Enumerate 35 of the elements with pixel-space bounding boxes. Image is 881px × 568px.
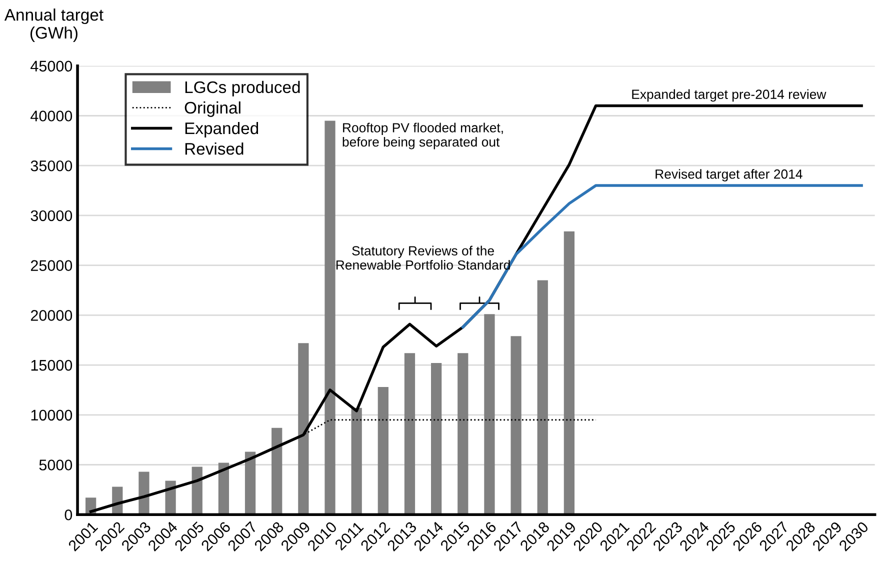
y-tick-label: 45000: [30, 60, 72, 72]
bar: [458, 353, 468, 515]
bar: [564, 231, 575, 515]
bar: [165, 480, 176, 515]
y-tick-label: 15000: [31, 360, 72, 371]
bar: [324, 120, 336, 515]
y-tick-label: 30000: [30, 210, 72, 222]
bar: [378, 386, 388, 515]
bar: [351, 408, 362, 515]
annotation: Rooftop PV flooded market, before being separated out: [342, 122, 503, 150]
y-tick-label: 35000: [30, 160, 72, 172]
bar: [218, 462, 230, 515]
y-tick-label: 10000: [31, 410, 72, 421]
y-tick-label: 40000: [30, 110, 72, 122]
bar: [272, 428, 282, 515]
bar: [404, 353, 416, 515]
legend-label: LGCs produced: [185, 80, 300, 96]
y-tick-label: 0: [64, 509, 72, 520]
bar: [298, 343, 309, 515]
bar: [244, 452, 256, 515]
bar: [510, 336, 522, 515]
legend-label: Original: [184, 101, 240, 117]
bar: [484, 314, 495, 515]
bar: [537, 280, 548, 515]
bar: [138, 472, 150, 515]
bar: [192, 466, 202, 515]
y-tick-label: 20000: [30, 310, 72, 321]
y-tick-label: 5000: [39, 460, 72, 470]
legend-label: Revised: [185, 142, 244, 155]
bar: [431, 363, 442, 515]
legend-label: Expanded: [185, 122, 258, 138]
y-axis-title: Annual target (GWh): [4, 8, 104, 42]
annotation: Revised target after 2014: [656, 169, 802, 182]
y-tick-label: 25000: [30, 260, 72, 272]
annotation: Expanded target pre-2014 review: [632, 89, 826, 102]
